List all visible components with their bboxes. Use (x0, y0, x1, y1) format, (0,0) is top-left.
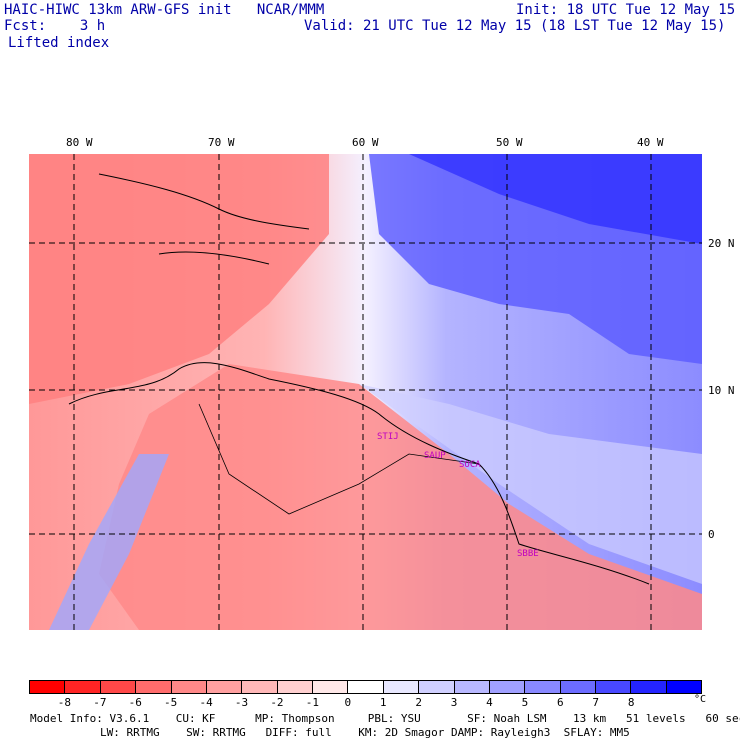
colorbar-swatch (171, 681, 207, 693)
colorbar-swatch (136, 681, 172, 693)
colorbar-swatch (277, 681, 313, 693)
colorbar-tick-label: -4 (199, 696, 213, 709)
colorbar-swatch (348, 681, 384, 693)
colorbar-tick-label: 7 (592, 696, 600, 709)
colorbar-swatch (560, 681, 596, 693)
country-borders (198, 403, 480, 515)
colorbar-tick-label: -7 (93, 696, 107, 709)
colorbar-swatch (631, 681, 667, 693)
lon-label-40w: 40 W (637, 136, 664, 149)
plot-title: HAIC-HIWC 13km ARW-GFS init NCAR/MMM (4, 2, 325, 18)
station-label-sbbe: SBBE (517, 549, 539, 559)
colorbar-tick-label: 0 (344, 696, 352, 709)
station-label-saup: SAUP (424, 451, 446, 461)
model-info-line-2: LW: RRTMG SW: RRTMG DIFF: full KM: 2D Sm… (100, 726, 630, 739)
colorbar-tick-label: -1 (305, 696, 319, 709)
caribbean-unstable-region (29, 154, 329, 404)
lat-label-10n: 10 N (708, 384, 735, 397)
colorbar-swatch (419, 681, 455, 693)
colorbar-tick-label: 5 (521, 696, 529, 709)
lon-label-60w: 60 W (352, 136, 379, 149)
colorbar-swatch (30, 681, 66, 693)
south-america-coastline (68, 362, 650, 585)
lon-label-80w: 80 W (66, 136, 93, 149)
colorbar-tick-label: 6 (557, 696, 564, 709)
south-america-unstable-region (99, 364, 702, 630)
colorbar-tick-label: 2 (415, 696, 422, 709)
field-name: Lifted index (8, 35, 110, 51)
max-stability-region (409, 154, 702, 244)
forecast-hour: Fcst: 3 h (4, 18, 106, 34)
graticule (29, 154, 702, 630)
lat-label-20n: 20 N (708, 237, 735, 250)
lat-label-0: 0 (708, 528, 715, 541)
colorbar-swatch (596, 681, 632, 693)
colorbar-tick-label: -5 (164, 696, 178, 709)
andes-stable-region (49, 454, 169, 630)
lifted-index-map: STIJ SAUP SOCA SBBE (29, 154, 702, 630)
colorbar-tick-label: -2 (270, 696, 284, 709)
colorbar-tick-label: 3 (450, 696, 458, 709)
colorbar-tick-label: 8 (627, 696, 635, 709)
colorbar-swatch (206, 681, 243, 693)
colorbar-swatch (666, 681, 702, 693)
colorbar-tick-label: -3 (234, 696, 249, 709)
map-svg (29, 154, 702, 630)
model-info-line-1: Model Info: V3.6.1 CU: KF MP: Thompson P… (30, 712, 740, 725)
colorbar-tick-label: -8 (57, 696, 72, 709)
colorbar-tick-label: 4 (486, 696, 493, 709)
colorbar-swatch (454, 681, 490, 693)
station-label-soca: SOCA (459, 460, 481, 470)
colorbar-swatch (313, 681, 349, 693)
colorbar-tick-label: 1 (379, 696, 387, 709)
atlantic-near-coast (359, 384, 702, 584)
colorbar-swatch (65, 681, 101, 693)
colorbar-swatch (383, 681, 420, 693)
station-label-stij: STIJ (377, 432, 399, 442)
lon-label-70w: 70 W (208, 136, 235, 149)
colorbar-swatch (525, 681, 561, 693)
colorbar-swatch (489, 681, 526, 693)
lon-label-50w: 50 W (496, 136, 523, 149)
colorbar-swatch (100, 681, 137, 693)
valid-time: Valid: 21 UTC Tue 12 May 15 (18 LST Tue … (304, 18, 726, 34)
colorbar-unit: °C (694, 694, 707, 705)
hispaniola-coastline (158, 251, 270, 265)
colorbar (29, 680, 702, 694)
colorbar-tick-label: -6 (128, 696, 142, 709)
colorbar-swatch (242, 681, 278, 693)
init-time: Init: 18 UTC Tue 12 May 15 (516, 2, 736, 18)
